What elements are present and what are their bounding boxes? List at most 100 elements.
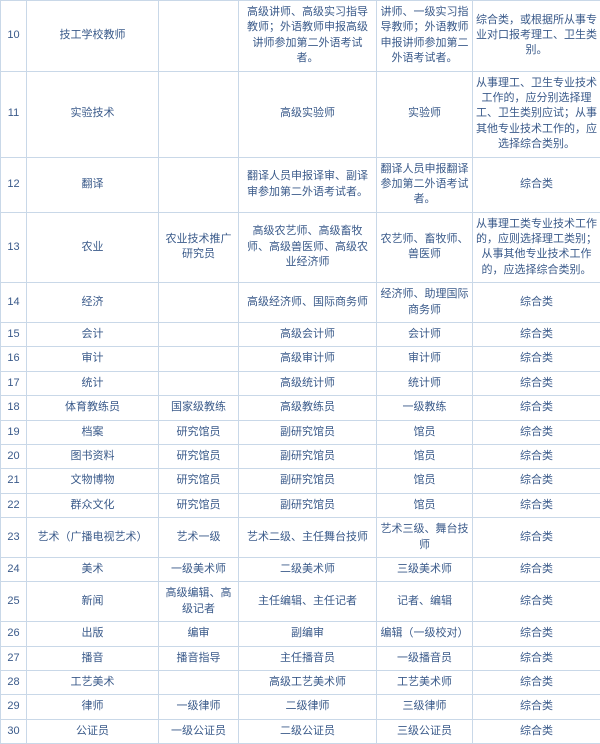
table-cell: 统计 [27, 371, 159, 395]
table-cell: 高级会计师 [239, 323, 377, 347]
table-cell: 副研究馆员 [239, 493, 377, 517]
table-row: 26出版编审副编审编辑（一级校对）综合类 [1, 622, 600, 646]
table-cell: 主任播音员 [239, 646, 377, 670]
table-cell: 翻译人员申报翻译参加第二外语考试者。 [377, 157, 473, 212]
table-cell: 研究馆员 [159, 469, 239, 493]
table-cell: 副研究馆员 [239, 469, 377, 493]
table-cell: 技工学校教师 [27, 1, 159, 72]
table-cell [159, 670, 239, 694]
table-row: 29律师一级律师二级律师三级律师综合类 [1, 695, 600, 719]
table-cell: 馆员 [377, 444, 473, 468]
table-row: 22群众文化研究馆员副研究馆员馆员综合类 [1, 493, 600, 517]
table-cell: 综合类 [473, 444, 600, 468]
table-cell [159, 347, 239, 371]
table-cell: 公证员 [27, 719, 159, 743]
table-cell: 30 [1, 719, 27, 743]
table-cell: 14 [1, 283, 27, 323]
table-cell: 艺术一级 [159, 518, 239, 558]
table-cell: 综合类 [473, 371, 600, 395]
table-cell: 二级公证员 [239, 719, 377, 743]
table-row: 13农业农业技术推广研究员高级农艺师、高级畜牧师、高级兽医师、高级农业经济师农艺… [1, 212, 600, 283]
table-cell: 农业技术推广研究员 [159, 212, 239, 283]
table-cell: 副研究馆员 [239, 444, 377, 468]
table-row: 19档案研究馆员副研究馆员馆员综合类 [1, 420, 600, 444]
table-cell: 综合类 [473, 157, 600, 212]
table-cell: 23 [1, 518, 27, 558]
table-cell: 档案 [27, 420, 159, 444]
table-cell: 19 [1, 420, 27, 444]
table-cell: 高级讲师、高级实习指导教师；外语教师申报高级讲师参加第二外语考试者。 [239, 1, 377, 72]
table-row: 20图书资料研究馆员副研究馆员馆员综合类 [1, 444, 600, 468]
table-cell: 研究馆员 [159, 493, 239, 517]
table-cell: 艺术二级、主任舞台技师 [239, 518, 377, 558]
table-cell: 一级播音员 [377, 646, 473, 670]
table-cell: 综合类 [473, 695, 600, 719]
table-cell: 一级教练 [377, 396, 473, 420]
table-cell: 12 [1, 157, 27, 212]
table-cell: 会计 [27, 323, 159, 347]
table-cell: 三级公证员 [377, 719, 473, 743]
table-cell: 20 [1, 444, 27, 468]
table-cell: 24 [1, 557, 27, 581]
table-cell: 综合类 [473, 283, 600, 323]
table-cell: 一级美术师 [159, 557, 239, 581]
table-cell: 馆员 [377, 493, 473, 517]
table-row: 10技工学校教师高级讲师、高级实习指导教师；外语教师申报高级讲师参加第二外语考试… [1, 1, 600, 72]
table-cell: 综合类 [473, 469, 600, 493]
table-row: 23艺术（广播电视艺术）艺术一级艺术二级、主任舞台技师艺术三级、舞台技师综合类 [1, 518, 600, 558]
table-cell: 翻译 [27, 157, 159, 212]
table-row: 17统计高级统计师统计师综合类 [1, 371, 600, 395]
table-cell: 审计师 [377, 347, 473, 371]
table-cell: 29 [1, 695, 27, 719]
table-cell: 18 [1, 396, 27, 420]
table-row: 28工艺美术高级工艺美术师工艺美术师综合类 [1, 670, 600, 694]
table-cell: 综合类 [473, 420, 600, 444]
table-row: 27播音播音指导主任播音员一级播音员综合类 [1, 646, 600, 670]
table-cell [159, 157, 239, 212]
table-cell: 编辑（一级校对） [377, 622, 473, 646]
table-cell: 综合类 [473, 670, 600, 694]
qualification-table: 10技工学校教师高级讲师、高级实习指导教师；外语教师申报高级讲师参加第二外语考试… [0, 0, 600, 744]
table-cell: 农业 [27, 212, 159, 283]
table-cell: 综合类 [473, 347, 600, 371]
table-cell: 15 [1, 323, 27, 347]
table-cell: 艺术三级、舞台技师 [377, 518, 473, 558]
table-cell: 26 [1, 622, 27, 646]
table-cell: 综合类 [473, 582, 600, 622]
table-cell: 经济师、助理国际商务师 [377, 283, 473, 323]
table-cell: 体育教练员 [27, 396, 159, 420]
table-row: 18体育教练员国家级教练高级教练员一级教练综合类 [1, 396, 600, 420]
table-cell: 17 [1, 371, 27, 395]
table-row: 14经济高级经济师、国际商务师经济师、助理国际商务师综合类 [1, 283, 600, 323]
table-cell [159, 71, 239, 157]
table-cell: 综合类，或根据所从事专业对口报考理工、卫生类别。 [473, 1, 600, 72]
table-cell: 综合类 [473, 719, 600, 743]
table-cell: 工艺美术 [27, 670, 159, 694]
table-cell: 高级工艺美术师 [239, 670, 377, 694]
table-row: 30公证员一级公证员二级公证员三级公证员综合类 [1, 719, 600, 743]
table-cell: 实验技术 [27, 71, 159, 157]
table-cell: 研究馆员 [159, 420, 239, 444]
table-cell: 副编审 [239, 622, 377, 646]
table-cell: 三级律师 [377, 695, 473, 719]
table-cell: 播音指导 [159, 646, 239, 670]
table-cell: 从事理工类专业技术工作的，应则选择理工类别；从事其他专业技术工作的，应选择综合类… [473, 212, 600, 283]
table-cell: 艺术（广播电视艺术） [27, 518, 159, 558]
table-cell: 一级公证员 [159, 719, 239, 743]
table-cell: 综合类 [473, 646, 600, 670]
table-cell: 实验师 [377, 71, 473, 157]
table-cell: 22 [1, 493, 27, 517]
table-cell: 25 [1, 582, 27, 622]
table-cell [159, 1, 239, 72]
table-cell: 馆员 [377, 469, 473, 493]
table-cell [159, 323, 239, 347]
table-cell: 综合类 [473, 557, 600, 581]
table-cell: 高级经济师、国际商务师 [239, 283, 377, 323]
table-cell: 21 [1, 469, 27, 493]
table-cell: 27 [1, 646, 27, 670]
table-cell: 国家级教练 [159, 396, 239, 420]
table-cell: 播音 [27, 646, 159, 670]
table-cell: 馆员 [377, 420, 473, 444]
table-cell: 新闻 [27, 582, 159, 622]
table-cell [159, 371, 239, 395]
